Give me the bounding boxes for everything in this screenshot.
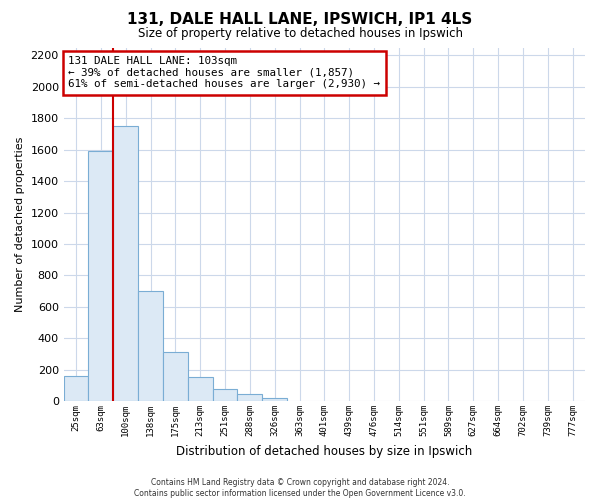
Bar xyxy=(212,388,238,401)
Text: 131 DALE HALL LANE: 103sqm
← 39% of detached houses are smaller (1,857)
61% of s: 131 DALE HALL LANE: 103sqm ← 39% of deta… xyxy=(68,56,380,90)
Bar xyxy=(188,377,212,401)
Y-axis label: Number of detached properties: Number of detached properties xyxy=(15,136,25,312)
Bar xyxy=(262,398,287,401)
Bar xyxy=(138,291,163,401)
Bar xyxy=(163,352,188,401)
Bar xyxy=(88,151,113,401)
Bar xyxy=(113,126,138,401)
Text: Contains HM Land Registry data © Crown copyright and database right 2024.
Contai: Contains HM Land Registry data © Crown c… xyxy=(134,478,466,498)
Text: Size of property relative to detached houses in Ipswich: Size of property relative to detached ho… xyxy=(137,28,463,40)
Text: 131, DALE HALL LANE, IPSWICH, IP1 4LS: 131, DALE HALL LANE, IPSWICH, IP1 4LS xyxy=(127,12,473,28)
Bar xyxy=(64,376,88,401)
X-axis label: Distribution of detached houses by size in Ipswich: Distribution of detached houses by size … xyxy=(176,444,472,458)
Bar xyxy=(238,394,262,401)
